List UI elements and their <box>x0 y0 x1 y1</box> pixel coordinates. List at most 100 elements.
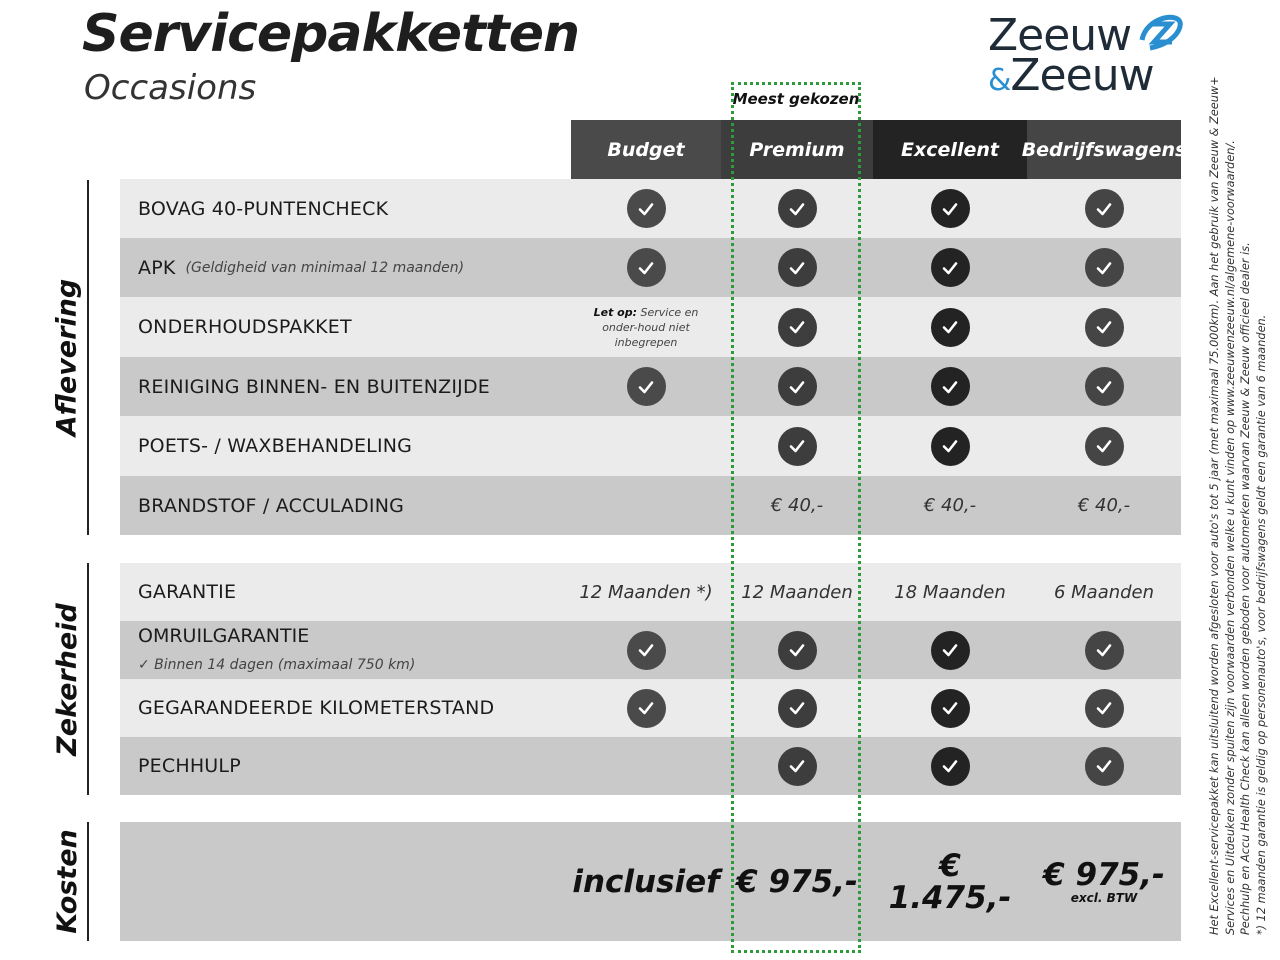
checkmark-icon <box>777 746 817 786</box>
footnote: Services en Uitdeuken zonder spuiten zij… <box>1223 140 1237 935</box>
price-value: € 1.475,- <box>888 847 1012 916</box>
cell-premium <box>721 179 873 238</box>
row-label-text: PECHHULP <box>138 755 241 777</box>
row-label: APK (Geldigheid van minimaal 12 maanden) <box>138 238 464 297</box>
cell-budget: 12 Maanden *) <box>571 563 721 621</box>
cell-premium <box>721 357 873 416</box>
cell-value: € 40,- <box>770 495 824 516</box>
table-row: BOVAG 40-PUNTENCHECK <box>120 179 1181 238</box>
page-subtitle: Occasions <box>84 68 257 108</box>
row-label: OMRUILGARANTIE <box>138 625 310 647</box>
table-row: OMRUILGARANTIE ✓ Binnen 14 dagen (maximaa… <box>120 621 1181 679</box>
checkmark-icon <box>930 746 970 786</box>
checkmark-icon <box>930 367 970 406</box>
checkmark-icon <box>1084 746 1124 786</box>
row-label-text: GEGARANDEERDE KILOMETERSTAND <box>138 697 495 719</box>
logo-line-1: Zeeuw <box>988 10 1132 61</box>
cell-excellent <box>873 238 1027 297</box>
cell-bedrijfswagens <box>1027 416 1181 476</box>
section-divider <box>87 563 89 795</box>
cell-budget <box>571 238 721 297</box>
table-row: APK (Geldigheid van minimaal 12 maanden) <box>120 238 1181 297</box>
column-header-budget: Budget <box>571 120 721 179</box>
checkmark-icon <box>1084 630 1124 670</box>
checkmark-icon <box>930 307 970 347</box>
most-chosen-label: Meest gekozen <box>732 90 860 108</box>
cell-excellent <box>873 621 1027 679</box>
cell-value: € 40,- <box>923 495 977 516</box>
price: € 1.475,- <box>873 850 1027 914</box>
section-label-aflevering: Aflevering <box>50 180 84 535</box>
checkmark-icon <box>777 367 817 406</box>
section-label-text: Kosten <box>51 829 83 934</box>
cell-budget <box>571 179 721 238</box>
row-label: ONDERHOUDSPAKKET <box>138 297 352 357</box>
checkmark-icon <box>626 189 666 228</box>
note-text: Service en onder-houd niet inbegrepen <box>602 305 699 349</box>
checkmark-icon <box>777 688 817 728</box>
row-label: GEGARANDEERDE KILOMETERSTAND <box>138 679 494 737</box>
cell-excellent: € 40,- <box>873 476 1027 535</box>
cell-premium <box>721 679 873 737</box>
section-label-zekerheid: Zekerheid <box>50 563 84 795</box>
cell-premium <box>721 621 873 679</box>
section-divider <box>87 822 89 941</box>
cell-bedrijfswagens <box>1027 621 1181 679</box>
price: inclusief <box>572 866 719 898</box>
price-note: excl. BTW <box>1070 890 1138 905</box>
price: € 975,- excl. BTW <box>1043 859 1165 905</box>
cell-budget <box>571 679 721 737</box>
table-row: ONDERHOUDSPAKKET Let op: Service en onder… <box>120 297 1181 357</box>
row-label-text: ONDERHOUDSPAKKET <box>138 316 352 338</box>
row-label: PECHHULP <box>138 737 241 795</box>
cell-value: € 40,- <box>1077 495 1131 516</box>
checkmark-icon <box>1084 426 1124 466</box>
table-row: BRANDSTOF / ACCULADING € 40,- € 40,- € 40,- <box>120 476 1181 535</box>
cell-note: Let op: Service en onder-houd niet inbeg… <box>579 305 713 350</box>
cell-premium <box>721 297 873 357</box>
cell-value: 6 Maanden <box>1053 581 1155 603</box>
section-label-text: Aflevering <box>51 278 83 437</box>
row-label-text: GARANTIE <box>138 581 237 603</box>
cell-excellent <box>873 297 1027 357</box>
table-row: POETS- / WAXBEHANDELING <box>120 416 1181 476</box>
cell-budget <box>571 357 721 416</box>
cell-budget <box>571 621 721 679</box>
checkmark-icon <box>1084 688 1124 728</box>
checkmark-icon <box>930 688 970 728</box>
cell-premium: 12 Maanden <box>721 563 873 621</box>
page-title: Servicepakketten <box>82 4 580 64</box>
row-label-text: POETS- / WAXBEHANDELING <box>138 435 413 457</box>
cell-excellent <box>873 679 1027 737</box>
cell-premium: € 40,- <box>721 476 873 535</box>
row-label: GARANTIE <box>138 563 236 621</box>
cell-bedrijfswagens: € 975,- excl. BTW <box>1027 822 1181 941</box>
checkmark-icon <box>930 630 970 670</box>
table-row: REINIGING BINNEN- EN BUITENZIJDE <box>120 357 1181 416</box>
table-row: GARANTIE 12 Maanden *) 12 Maanden 18 Maande… <box>120 563 1181 621</box>
cell-value: 18 Maanden <box>894 581 1006 603</box>
price-value: € 975,- <box>1043 856 1165 893</box>
cell-bedrijfswagens <box>1027 679 1181 737</box>
row-label: BOVAG 40-PUNTENCHECK <box>138 179 388 238</box>
row-label-text: APK <box>138 256 176 279</box>
checkmark-icon <box>626 688 666 728</box>
checkmark-icon <box>626 630 666 670</box>
cell-bedrijfswagens <box>1027 357 1181 416</box>
checkmark-icon <box>930 189 970 228</box>
cell-budget: Let op: Service en onder-houd niet inbeg… <box>571 297 721 357</box>
column-header-bedrijfswagens: Bedrijfswagens <box>1022 120 1186 179</box>
cell-bedrijfswagens <box>1027 179 1181 238</box>
column-header-excellent: Excellent <box>873 120 1027 179</box>
row-label-text: BOVAG 40-PUNTENCHECK <box>138 197 389 220</box>
section-divider <box>87 180 89 535</box>
cell-excellent <box>873 737 1027 795</box>
cell-excellent <box>873 179 1027 238</box>
logo-line-2: Zeeuw <box>1010 50 1154 101</box>
cell-premium <box>721 416 873 476</box>
checkmark-icon <box>777 248 817 287</box>
checkmark-icon <box>777 307 817 347</box>
cell-bedrijfswagens <box>1027 297 1181 357</box>
cell-value: 12 Maanden <box>741 581 853 603</box>
cell-excellent <box>873 357 1027 416</box>
